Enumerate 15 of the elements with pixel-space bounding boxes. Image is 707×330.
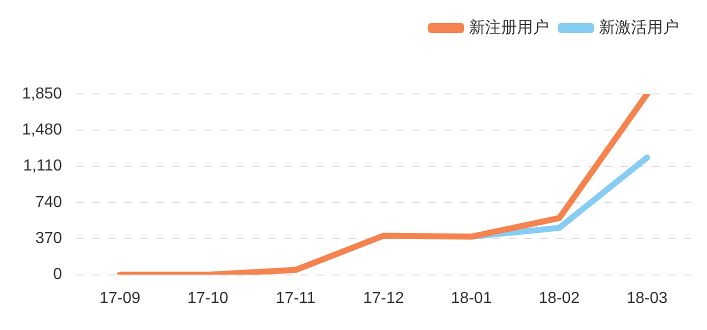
y-tick-label: 0	[53, 266, 62, 284]
y-tick-label: 1,850	[22, 85, 62, 102]
y-tick-label: 1,110	[23, 158, 62, 175]
x-tick-label: 17-12	[363, 290, 404, 307]
y-tick-label: 1,480	[22, 122, 62, 139]
legend-label: 新激活用户	[599, 18, 679, 36]
x-tick-label: 18-03	[626, 290, 668, 307]
x-tick-label: 18-02	[538, 290, 580, 307]
x-tick-label: 17-09	[100, 290, 141, 307]
legend-label: 新注册用户	[469, 18, 549, 36]
x-tick-label: 17-10	[187, 290, 228, 307]
x-tick-label: 18-01	[450, 290, 492, 307]
y-tick-label: 740	[35, 194, 62, 211]
y-tick-label: 370	[35, 230, 62, 248]
x-tick-label: 17-11	[276, 290, 316, 307]
